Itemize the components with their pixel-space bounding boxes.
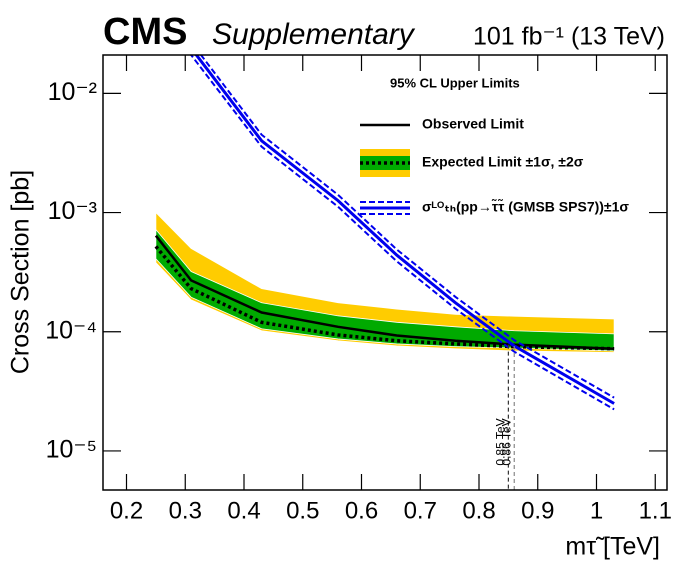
y-tick-label: 10⁻⁵ [46, 436, 97, 464]
lumi-label: 101 fb⁻¹ (13 TeV) [473, 23, 665, 51]
band [155, 228, 615, 352]
legend-label: Expected Limit ±1σ, ±2σ [422, 154, 584, 170]
legend-label: Observed Limit [422, 116, 524, 132]
x-tick-label: 0.8 [462, 497, 495, 524]
y-tick-label: 10⁻³ [48, 197, 97, 225]
frame [102, 54, 668, 491]
legend-label: σᴸᴼₜₕ(pp→τ̃τ̃ (GMSB SPS7))±1σ [422, 198, 629, 215]
annotation-label: 0.85 TeV [494, 418, 508, 465]
theory-upper [199, 55, 615, 399]
x-tick-label: 0.6 [345, 497, 378, 524]
x-tick-label: 0.3 [169, 497, 202, 524]
series-line [154, 234, 615, 350]
x-tick-label: 0.5 [286, 497, 319, 524]
y-tick-label: 10⁻⁴ [45, 316, 97, 344]
chart-title: CMS [103, 11, 187, 53]
chart-subtitle: Supplementary [212, 18, 416, 51]
x-tick-label: 0.2 [110, 497, 143, 524]
x-tick-label: 0.7 [404, 497, 437, 524]
plot-area [154, 55, 615, 411]
x-tick-label: 1 [590, 497, 603, 524]
theory-lower [189, 55, 615, 411]
series-line [154, 245, 615, 351]
y-axis-label: Cross Section [pb] [7, 170, 35, 374]
legend-title: 95% CL Upper Limits [390, 75, 520, 90]
x-tick-label: 0.9 [521, 497, 554, 524]
annotation-label: 0.86 TeV [499, 418, 513, 465]
x-tick-label: 0.4 [227, 497, 260, 524]
y-tick-label: 10⁻² [48, 78, 97, 106]
series-line [194, 55, 615, 405]
x-tick-label: 1.1 [639, 497, 672, 524]
x-axis-label: mτ̃ [TeV] [565, 533, 660, 561]
